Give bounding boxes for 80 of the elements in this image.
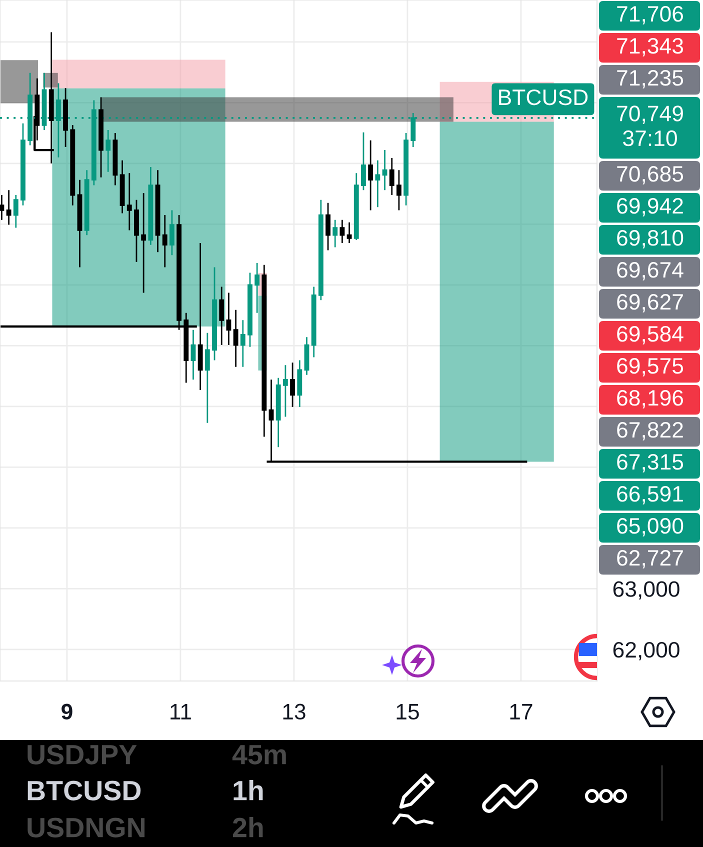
x-tick-label: 11	[170, 704, 191, 720]
candlestick	[148, 166, 154, 246]
candlestick	[382, 149, 388, 191]
candlestick	[112, 132, 118, 186]
candlestick	[63, 87, 68, 148]
candlestick	[84, 169, 90, 236]
text: 68,196	[617, 390, 684, 408]
text: 66,591	[617, 486, 683, 504]
text: 69,810	[617, 230, 684, 248]
text: 70,749 37:10	[617, 106, 683, 146]
candlestick	[0, 194, 4, 221]
candlestick	[106, 129, 111, 173]
candlestick	[318, 199, 324, 301]
candlestick	[77, 179, 82, 268]
text: BTCUSD	[28, 780, 141, 800]
candlestick	[404, 132, 409, 206]
candlestick	[248, 272, 252, 348]
candlestick	[311, 286, 316, 358]
ref-line-label: BTCUSD	[499, 89, 588, 106]
text: 69,575	[617, 358, 684, 376]
candlestick	[204, 332, 210, 424]
candlestick	[226, 292, 232, 346]
candlestick	[6, 189, 12, 226]
text: 67,315	[617, 454, 684, 472]
candlestick	[389, 157, 394, 196]
candlestick	[141, 192, 146, 294]
candlestick	[346, 222, 352, 244]
candlestick	[262, 264, 267, 438]
candlestick	[219, 286, 224, 346]
text: 69,942	[617, 198, 683, 216]
text: 71,343	[617, 38, 684, 56]
candlestick	[98, 96, 104, 178]
text: 45m	[232, 745, 286, 764]
text: 62,727	[617, 550, 683, 568]
text: 2h	[232, 817, 263, 838]
candlestick	[254, 262, 260, 314]
text: 69,674	[617, 262, 684, 280]
candlestick	[198, 242, 203, 391]
candlestick	[126, 172, 132, 231]
candlestick	[20, 122, 26, 206]
candlestick	[354, 172, 359, 241]
candlestick	[396, 169, 402, 211]
text: 71,235	[617, 70, 684, 88]
candlestick	[162, 214, 168, 268]
text: 67,822	[617, 422, 683, 440]
candlestick	[212, 266, 217, 361]
candlestick	[326, 202, 330, 251]
y-tick-label: 63,000	[613, 581, 680, 600]
candlestick	[169, 210, 174, 256]
text: 1h	[234, 780, 263, 800]
candlestick	[340, 219, 345, 244]
x-tick-label: 9	[62, 704, 72, 720]
x-tick-label: 13	[283, 704, 306, 720]
candlestick	[297, 360, 302, 408]
candlestick	[240, 319, 246, 368]
text: 70,685	[617, 166, 684, 184]
text: USDJPY	[28, 744, 137, 764]
text: USDNGN	[28, 818, 145, 838]
candlestick	[13, 194, 18, 229]
candlestick	[233, 309, 238, 368]
candlestick	[368, 140, 374, 211]
text: 65,090	[617, 518, 684, 536]
candlestick	[304, 336, 310, 376]
candlestick	[155, 169, 160, 253]
candlestick	[332, 219, 338, 248]
candlestick	[282, 364, 288, 418]
candlestick	[375, 160, 380, 208]
text: 71,706	[617, 6, 684, 24]
text: 69,627	[617, 294, 683, 312]
candlestick	[120, 160, 125, 214]
candlestick	[70, 124, 76, 206]
candlestick	[276, 377, 281, 448]
candlestick	[290, 362, 296, 408]
text: 69,584	[617, 326, 684, 344]
candlestick	[134, 199, 139, 263]
x-tick-label: 15	[396, 704, 419, 720]
candlestick	[190, 329, 196, 380]
x-tick-label: 17	[510, 704, 532, 720]
candlestick	[361, 132, 366, 191]
y-tick-label: 62,000	[613, 642, 680, 660]
